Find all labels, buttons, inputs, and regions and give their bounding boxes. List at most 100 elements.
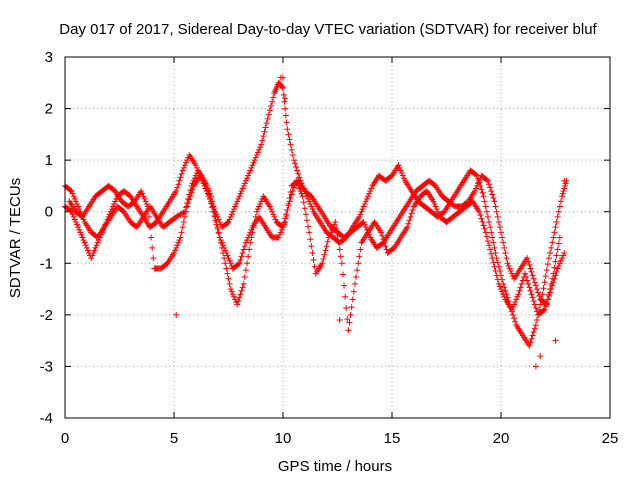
data-point-marker (88, 255, 95, 262)
data-point-marker (302, 211, 309, 218)
data-point-marker (366, 190, 373, 197)
data-point-marker (512, 318, 519, 325)
data-point-marker (336, 317, 343, 324)
data-point-marker (559, 255, 566, 262)
data-point-marker (284, 206, 291, 213)
data-point-marker (544, 296, 551, 303)
x-tick-label: 25 (602, 430, 619, 447)
data-point-marker (311, 263, 318, 270)
data-point-marker (286, 194, 293, 201)
data-point-marker (234, 301, 241, 308)
data-point-marker (532, 363, 539, 370)
data-point-marker (327, 229, 334, 236)
data-point-marker (552, 258, 559, 265)
data-point-marker (270, 211, 277, 218)
data-point-marker (345, 327, 352, 334)
data-point-marker (479, 219, 486, 226)
data-point-marker (325, 234, 332, 241)
data-point-marker (323, 243, 330, 250)
data-point-marker (528, 268, 535, 275)
data-point-marker (554, 246, 561, 253)
data-point-marker (269, 208, 276, 215)
data-point-marker (111, 200, 118, 207)
data-point-marker (551, 264, 558, 271)
data-point-marker (271, 213, 278, 220)
data-point-marker (490, 194, 497, 201)
data-point-marker (399, 172, 406, 179)
data-point-marker (259, 137, 266, 144)
y-tick-label: -1 (40, 255, 53, 272)
data-point-marker (491, 263, 498, 270)
data-point-marker (541, 279, 548, 286)
data-point-marker (433, 206, 440, 213)
data-point-marker (242, 177, 249, 184)
data-point-marker (492, 249, 499, 256)
data-point-marker (321, 251, 328, 258)
data-point-marker (548, 280, 555, 287)
data-point-marker (143, 200, 150, 207)
data-point-marker (254, 149, 261, 156)
data-point-marker (306, 198, 313, 205)
data-point-marker (73, 200, 80, 207)
data-point-marker (495, 219, 502, 226)
data-point-marker (499, 288, 506, 295)
data-point-marker (529, 294, 536, 301)
data-point-marker (73, 221, 80, 228)
data-point-marker (285, 200, 292, 207)
data-point-marker (213, 221, 220, 228)
data-point-marker (531, 325, 538, 332)
data-point-marker (178, 170, 185, 177)
data-point-marker (71, 195, 78, 202)
data-point-marker (552, 224, 559, 231)
data-point-marker (180, 209, 187, 216)
data-point-marker (173, 188, 180, 195)
data-point-marker (222, 247, 229, 254)
data-point-marker (480, 193, 487, 200)
data-point-marker (503, 255, 510, 262)
data-point-marker (93, 242, 100, 249)
x-tick-label: 15 (384, 430, 401, 447)
data-point-marker (144, 203, 151, 210)
data-point-marker (430, 198, 437, 205)
data-point-marker (242, 267, 249, 274)
data-point-marker (540, 285, 547, 292)
data-point-marker (268, 102, 275, 109)
data-point-marker (208, 200, 215, 207)
data-point-marker (483, 176, 490, 183)
data-point-marker (250, 159, 257, 166)
data-point-marker (76, 226, 83, 233)
data-point-marker (171, 249, 177, 256)
data-point-marker (482, 203, 489, 210)
data-point-marker (562, 180, 569, 187)
data-point-marker (472, 185, 479, 192)
data-point-marker (431, 200, 438, 207)
data-point-marker (476, 177, 483, 184)
data-point-marker (557, 257, 564, 264)
data-point-marker (237, 291, 244, 298)
data-point-marker (341, 282, 348, 289)
data-point-marker (493, 272, 500, 279)
data-point-marker (251, 157, 258, 164)
data-point-marker (309, 249, 316, 256)
data-point-marker (528, 291, 535, 298)
data-point-marker (241, 180, 248, 187)
data-point-marker (487, 224, 494, 231)
data-point-marker (265, 111, 272, 118)
data-point-marker (542, 300, 549, 307)
data-point-marker (542, 273, 549, 280)
data-point-marker (342, 293, 349, 300)
data-point-marker (337, 253, 344, 260)
data-point-marker (531, 301, 538, 308)
data-point-marker (244, 260, 251, 267)
data-point-marker (149, 244, 156, 251)
data-point-marker (239, 249, 246, 256)
data-point-marker (284, 126, 291, 133)
data-point-marker (217, 237, 224, 244)
data-point-marker (254, 206, 261, 213)
data-point-marker (407, 213, 414, 220)
data-point-marker (275, 234, 282, 241)
data-point-marker (261, 128, 268, 135)
data-point-marker (533, 286, 540, 293)
data-point-marker (225, 275, 232, 282)
x-tick-label: 20 (493, 430, 510, 447)
